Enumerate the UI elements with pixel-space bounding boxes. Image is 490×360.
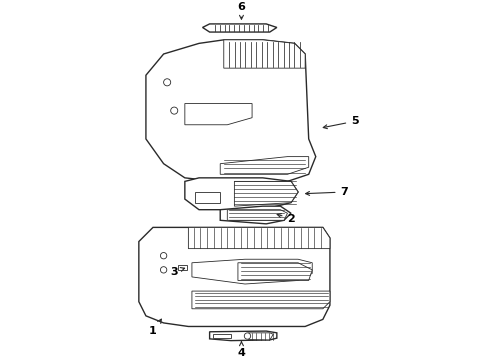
Polygon shape	[196, 192, 220, 203]
Text: 2: 2	[277, 213, 295, 224]
Polygon shape	[185, 104, 252, 125]
Polygon shape	[210, 331, 277, 341]
Polygon shape	[139, 228, 330, 327]
Polygon shape	[185, 178, 298, 210]
Polygon shape	[248, 333, 273, 340]
Circle shape	[164, 79, 171, 86]
Circle shape	[160, 267, 167, 273]
Circle shape	[160, 252, 167, 259]
Text: 1: 1	[149, 319, 161, 337]
Text: 5: 5	[323, 116, 359, 129]
Circle shape	[171, 107, 178, 114]
Polygon shape	[224, 40, 305, 68]
Polygon shape	[146, 40, 316, 181]
Text: 3: 3	[170, 267, 185, 276]
Text: 4: 4	[238, 342, 245, 358]
Text: 6: 6	[238, 1, 245, 19]
Polygon shape	[220, 206, 291, 224]
Polygon shape	[192, 259, 312, 284]
Bar	[178, 265, 187, 270]
Polygon shape	[202, 24, 277, 32]
Circle shape	[245, 333, 251, 339]
Polygon shape	[192, 291, 330, 309]
Polygon shape	[227, 210, 288, 220]
Polygon shape	[234, 181, 298, 206]
Polygon shape	[220, 157, 309, 174]
Polygon shape	[188, 228, 330, 249]
Polygon shape	[238, 263, 312, 280]
Polygon shape	[213, 334, 231, 338]
Text: 7: 7	[306, 187, 348, 197]
